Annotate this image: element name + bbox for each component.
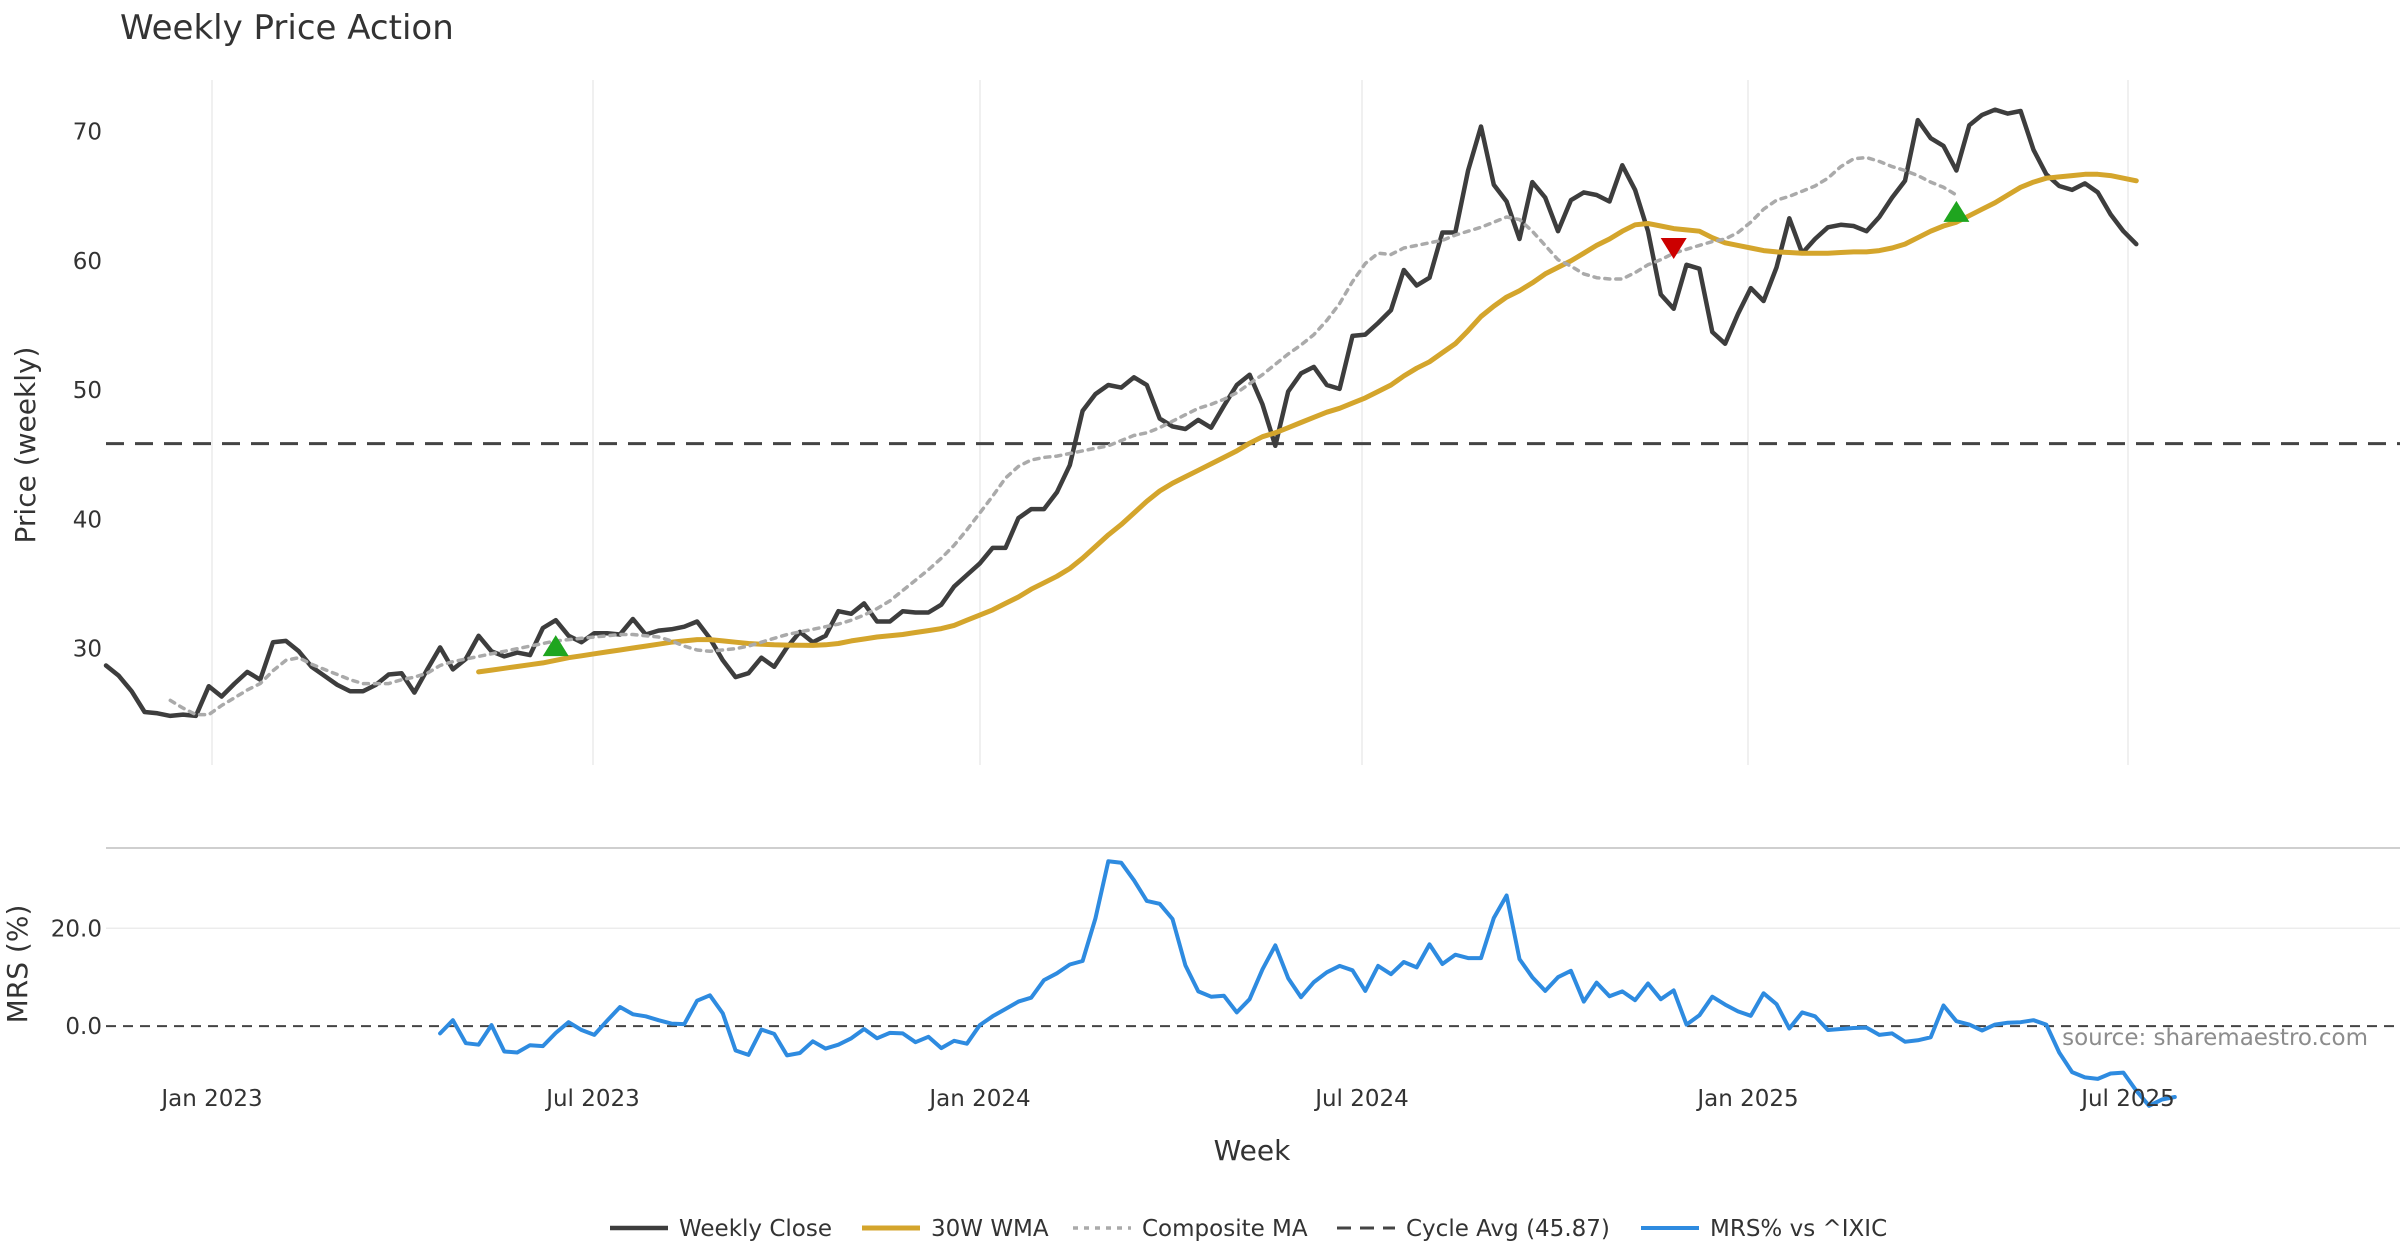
mrs-tick-1: 20.0 <box>51 916 102 942</box>
source-label: source: sharemaestro.com <box>2062 1025 2368 1051</box>
series-composite-ma <box>168 155 1959 717</box>
legend-label-mrs-vs-ixic: MRS% vs ^IXIC <box>1710 1216 1887 1242</box>
mrs-axis-label: MRS (%) <box>1 905 34 1024</box>
legend-label-30w-wma: 30W WMA <box>931 1216 1049 1242</box>
price-axis-label: Price (weekly) <box>9 347 42 544</box>
chart-title: Weekly Price Action <box>120 8 454 48</box>
x-tick-jan-2024: Jan 2024 <box>927 1086 1030 1112</box>
series-mrs-vs-ixic <box>438 859 2177 1108</box>
buy-signal-2 <box>1943 200 1970 222</box>
legend-label-weekly-close: Weekly Close <box>679 1216 832 1242</box>
sell-signal-1 <box>1660 238 1687 260</box>
signal-markers <box>542 200 1970 657</box>
series-30w-wma <box>476 171 2139 675</box>
price-tick-50: 50 <box>73 378 102 404</box>
legend-label-cycle-avg-45-87: Cycle Avg (45.87) <box>1406 1216 1610 1242</box>
legend: Weekly Close 30W WMA Composite MA Cycle Avg… <box>610 1216 1887 1242</box>
price-tick-70: 70 <box>73 120 102 146</box>
x-tick-jan-2023: Jan 2023 <box>159 1086 262 1112</box>
price-tick-30: 30 <box>73 637 102 663</box>
legend-label-composite-ma: Composite MA <box>1142 1216 1308 1242</box>
gridlines <box>106 80 2400 930</box>
x-tick-jan-2025: Jan 2025 <box>1695 1086 1798 1112</box>
buy-signal-0 <box>542 635 569 657</box>
x-tick-jul-2024: Jul 2024 <box>1313 1086 1409 1112</box>
mrs-tick-0: 0.0 <box>65 1014 102 1040</box>
x-axis-label: Week <box>1214 1134 1291 1167</box>
series-lines <box>103 107 2177 1108</box>
reference-lines <box>106 442 2400 1028</box>
series-weekly-close <box>103 107 2139 719</box>
price-tick-60: 60 <box>73 249 102 275</box>
x-tick-jul-2023: Jul 2023 <box>544 1086 640 1112</box>
tick-labels: 30 40 50 60 70 0.0 20.0 Jan 2023 Jul 2023 Jan 202… <box>51 120 2175 1112</box>
price-tick-40: 40 <box>73 507 102 533</box>
x-tick-jul-2025: Jul 2025 <box>2079 1086 2175 1112</box>
